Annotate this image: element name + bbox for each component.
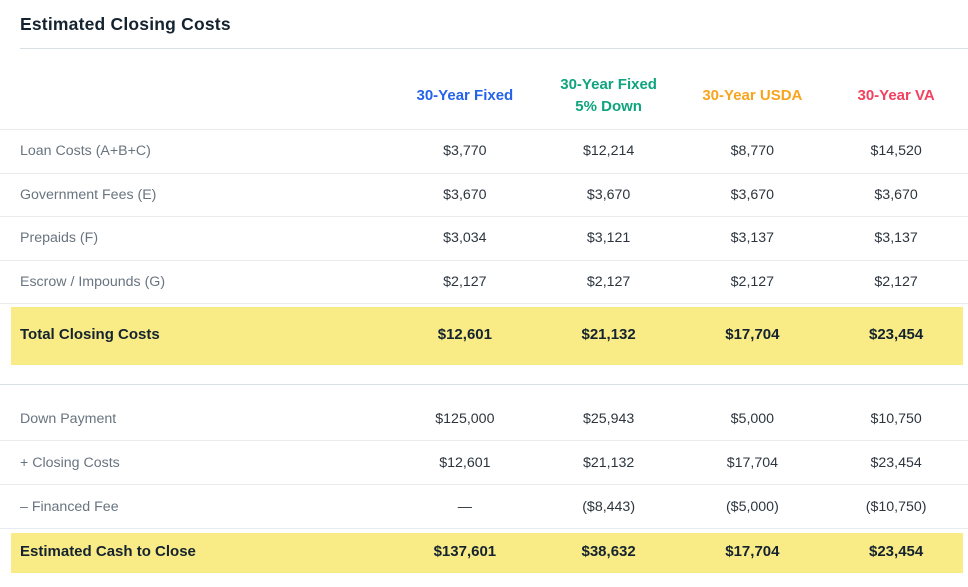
cell-value: $3,670	[730, 186, 775, 203]
cell-value: $21,132	[582, 454, 635, 471]
cell-value: $23,454	[870, 454, 922, 471]
page-title: Estimated Closing Costs	[20, 13, 231, 34]
cell-value: $14,520	[870, 143, 922, 160]
table-row: Government Fees (E) $3,670 $3,670 $3,670 $3,…	[0, 174, 968, 217]
cell-value: $125,000	[435, 410, 495, 427]
row-label: Down Payment	[20, 410, 117, 427]
cell-value: $3,770	[443, 143, 487, 160]
row-label: Escrow / Impounds (G)	[20, 273, 166, 290]
column-header-1[interactable]: 30-Year Fixed	[393, 85, 537, 107]
cell-value: $2,127	[443, 273, 487, 290]
column-header-2[interactable]: 30-Year Fixed 5% Down	[537, 74, 681, 118]
cell-value: $12,601	[439, 454, 491, 471]
total-row-label: Estimated Cash to Close	[20, 542, 196, 560]
table-row: Prepaids (F) $3,034 $3,121 $3,137 $3,137	[0, 217, 968, 261]
cell-value: $3,121	[586, 230, 631, 247]
table-row: Escrow / Impounds (G) $2,127 $2,127 $2,127 $…	[0, 261, 968, 304]
total-cell-value: $23,454	[869, 542, 924, 560]
cell-value: ($10,750)	[865, 498, 927, 515]
row-label: – Financed Fee	[20, 498, 119, 515]
table-header-row: 30-Year Fixed 30-Year Fixed 5% Down 30-Yea…	[0, 49, 968, 130]
cell-value: —	[457, 498, 472, 515]
cell-value: $2,127	[730, 273, 775, 290]
cell-value: $2,127	[586, 273, 631, 290]
column-header-label: 30-Year Fixed 5% Down	[560, 76, 657, 115]
cell-value: $25,943	[582, 410, 635, 427]
cell-value: $3,670	[443, 186, 487, 203]
table-section-2: Down Payment $125,000 $25,943 $5,000 $10,750…	[0, 385, 968, 573]
cell-value: $3,670	[874, 186, 918, 203]
cell-value: $12,214	[582, 143, 635, 160]
table-row: Down Payment $125,000 $25,943 $5,000 $10,750	[0, 397, 968, 441]
cell-value: $8,770	[730, 143, 775, 160]
cell-value: $3,670	[586, 186, 631, 203]
total-cell-value: $137,601	[433, 542, 497, 560]
cell-value: $10,750	[870, 410, 922, 427]
total-cell-value: $12,601	[437, 326, 492, 343]
total-cell-value: $17,704	[725, 542, 780, 560]
row-label: + Closing Costs	[20, 454, 120, 471]
column-header-label: 30-Year VA	[857, 87, 935, 105]
total-cell-value: $17,704	[725, 326, 780, 343]
table-row: Loan Costs (A+B+C) $3,770 $12,214 $8,770 $14…	[0, 130, 968, 174]
cell-value: $5,000	[730, 410, 775, 427]
table-body: Loan Costs (A+B+C) $3,770 $12,214 $8,770 $14…	[0, 130, 968, 573]
section-divider	[0, 365, 968, 385]
total-cell-value: $21,132	[581, 326, 636, 343]
row-label: Loan Costs (A+B+C)	[20, 143, 151, 160]
estimated-cash-to-close-row: Estimated Cash to Close $137,601 $38,632 $1…	[0, 529, 968, 573]
column-header-label: 30-Year USDA	[702, 87, 803, 105]
table-row: – Financed Fee — ($8,443) ($5,000) ($10,750)	[0, 485, 968, 529]
cell-value: $3,137	[730, 230, 775, 247]
table-row: + Closing Costs $12,601 $21,132 $17,704 $23,…	[0, 441, 968, 485]
title-bar: Estimated Closing Costs	[20, 0, 968, 49]
column-header-3[interactable]: 30-Year USDA	[681, 85, 825, 107]
column-header-label: 30-Year Fixed	[416, 87, 514, 105]
row-label: Prepaids (F)	[20, 230, 99, 247]
total-row-label: Total Closing Costs	[20, 326, 160, 343]
cell-value: $3,034	[443, 230, 487, 247]
cell-value: $17,704	[726, 454, 779, 471]
total-closing-costs-row: Total Closing Costs $12,601 $21,132 $17,704…	[0, 304, 968, 365]
column-header-4[interactable]: 30-Year VA	[824, 85, 968, 107]
total-cell-value: $23,454	[869, 326, 924, 343]
cell-value: ($5,000)	[725, 498, 779, 515]
row-label: Government Fees (E)	[20, 186, 157, 203]
cell-value: $2,127	[874, 273, 918, 290]
table-section-1: Loan Costs (A+B+C) $3,770 $12,214 $8,770 $14…	[0, 130, 968, 365]
total-cell-value: $38,632	[581, 542, 636, 560]
cell-value: $3,137	[874, 230, 918, 247]
cell-value: ($8,443)	[582, 498, 636, 515]
